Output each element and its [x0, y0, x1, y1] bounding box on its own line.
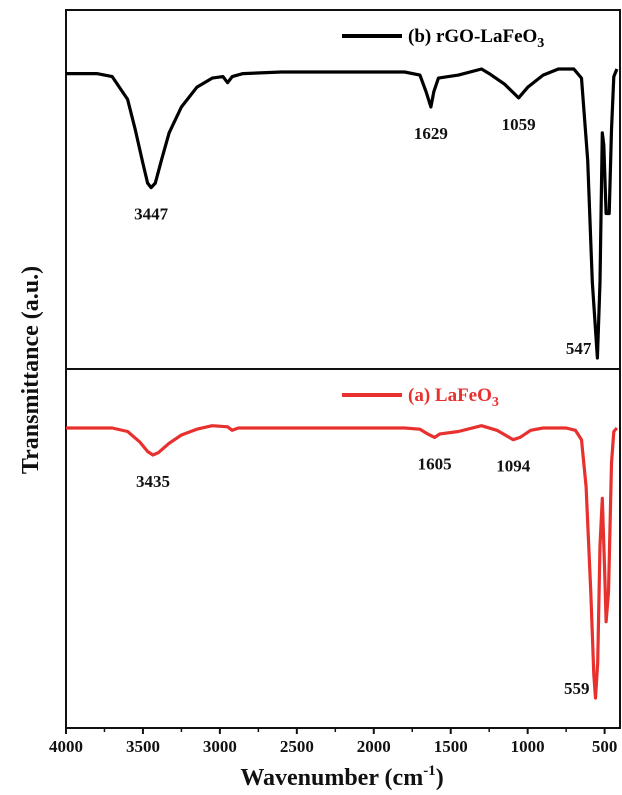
- x-tick-label: 3500: [126, 737, 160, 756]
- series-line-0-0: [66, 67, 619, 360]
- peak-label-1094: 1094: [496, 457, 531, 476]
- peak-label-3435: 3435: [136, 472, 170, 491]
- x-axis-title: Wavenumber (cm-1): [240, 763, 443, 791]
- peak-label-3447: 3447: [134, 205, 169, 224]
- x-tick-label: 1500: [434, 737, 468, 756]
- legend-entry-subscript: 3: [537, 36, 544, 51]
- series-line-1-0: [66, 424, 619, 700]
- x-axis: 4000 3500 3000 2500 2000 1500 1000 500: [49, 728, 617, 756]
- y-axis-title: Transmittance (a.u.): [18, 266, 44, 474]
- x-axis-title-sup: -1: [423, 763, 436, 779]
- peak-label-1629: 1629: [414, 124, 448, 143]
- legend-entry-name: (b) rGO-LaFeO: [408, 26, 537, 47]
- legend-entry-1: (a) LaFeO3: [408, 385, 499, 410]
- peak-label-547: 547: [566, 339, 592, 358]
- series-layer: [66, 67, 619, 700]
- peak-label-1605: 1605: [418, 454, 452, 473]
- peak-label-1059: 1059: [502, 115, 536, 134]
- annotation-layer: 3447 1629 1059 547 3435 1605 1094 559: [134, 115, 592, 698]
- x-tick-label: 2000: [357, 737, 391, 756]
- x-tick-label: 1000: [511, 737, 545, 756]
- x-tick-label: 3000: [203, 737, 237, 756]
- plot-frame: [65, 9, 621, 729]
- x-tick-label: 4000: [49, 737, 83, 756]
- legend-entry-name: (a) LaFeO: [408, 385, 492, 406]
- legend-layer: (b) rGO-LaFeO3(a) LaFeO3: [342, 26, 544, 410]
- x-axis-title-main: Wavenumber (cm: [240, 765, 423, 791]
- x-axis-title-end: ): [436, 765, 444, 791]
- legend-entry-subscript: 3: [492, 395, 499, 410]
- legend-entry-0: (b) rGO-LaFeO3: [408, 26, 544, 51]
- x-tick-label: 500: [592, 737, 618, 756]
- peak-label-559: 559: [564, 679, 590, 698]
- x-tick-label: 2500: [280, 737, 314, 756]
